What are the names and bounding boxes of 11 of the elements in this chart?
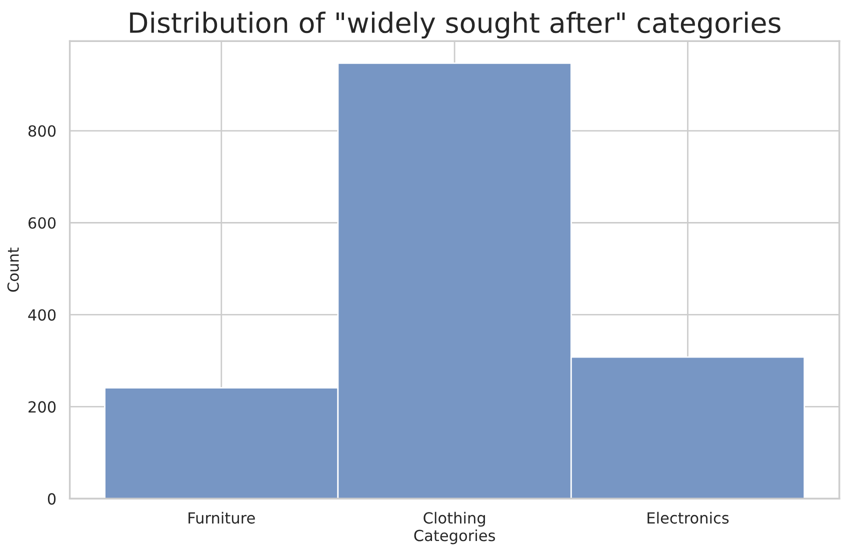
x-tick-label: Electronics <box>648 512 729 524</box>
y-tick-label: 600 <box>28 217 56 229</box>
y-tick-label: 0 <box>48 493 56 505</box>
chart-title: Distribution of "widely sought after" categories <box>130 12 780 39</box>
y-tick-label: 800 <box>28 125 56 137</box>
y-axis-title: Count <box>7 248 19 292</box>
x-tick-label: Furniture <box>188 512 255 524</box>
y-tick-label: 200 <box>28 401 56 413</box>
y-tick-label: 400 <box>28 309 56 321</box>
x-tick-label: Clothing <box>424 512 485 527</box>
x-axis-title: Categories <box>414 529 495 544</box>
